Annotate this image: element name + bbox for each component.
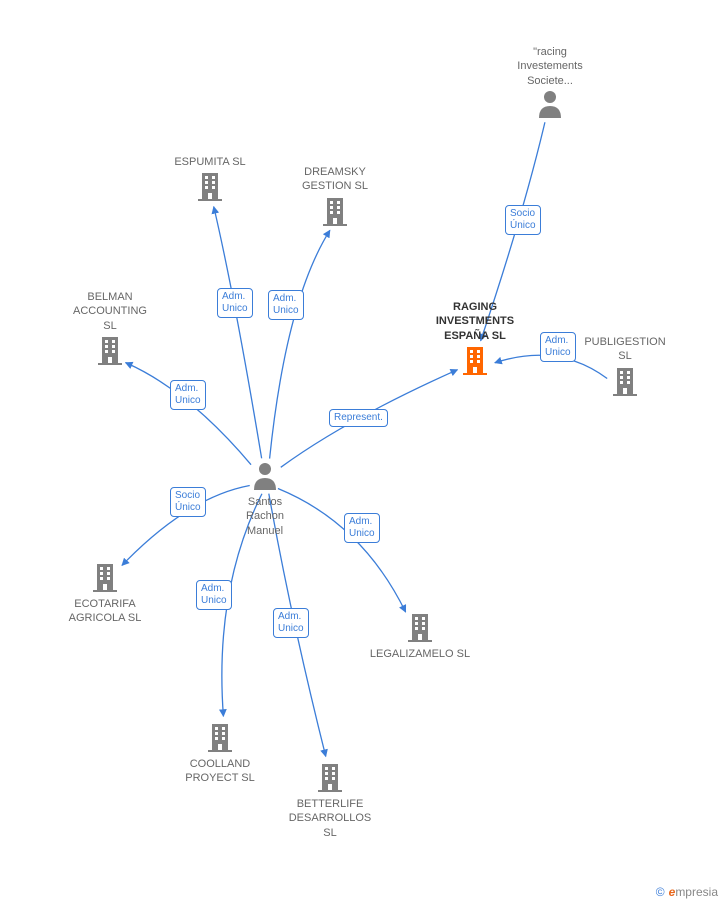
building-icon (360, 610, 480, 647)
building-icon (275, 194, 395, 231)
edge-label: Adm. Unico (344, 513, 380, 543)
edge-santos-belman (126, 363, 252, 465)
edge-label: Socio Único (170, 487, 206, 517)
node-label: "racing Investements Societe... (490, 45, 610, 88)
node-label: BELMAN ACCOUNTING SL (50, 290, 170, 333)
building-icon (160, 720, 280, 757)
node-label: LEGALIZAMELO SL (360, 647, 480, 661)
person-icon (490, 88, 610, 123)
node-dreamsky: DREAMSKY GESTION SL (275, 165, 395, 231)
node-betterlife: BETTERLIFE DESARROLLOS SL (270, 760, 390, 840)
node-espumita: ESPUMITA SL (150, 155, 270, 206)
node-legalizamelo: LEGALIZAMELO SL (360, 610, 480, 661)
node-coolland: COOLLAND PROYECT SL (160, 720, 280, 786)
edge-santos-dreamsky (270, 230, 330, 458)
edge-label: Adm. Unico (540, 332, 576, 362)
node-santos: Santos Rachon Manuel (205, 460, 325, 538)
building-icon (45, 560, 165, 597)
building-icon (270, 760, 390, 797)
node-label: BETTERLIFE DESARROLLOS SL (270, 797, 390, 840)
building-icon (415, 343, 535, 380)
node-racing: "racing Investements Societe... (490, 45, 610, 123)
edge-label: Represent. (329, 409, 388, 427)
edge-label: Socio Único (505, 205, 541, 235)
node-label: Santos Rachon Manuel (205, 495, 325, 538)
node-ecotarifa: ECOTARIFA AGRICOLA SL (45, 560, 165, 626)
person-icon (205, 460, 325, 495)
node-label: ESPUMITA SL (150, 155, 270, 169)
footer: © empresia (656, 885, 718, 899)
node-belman: BELMAN ACCOUNTING SL (50, 290, 170, 370)
building-icon (150, 169, 270, 206)
edge-label: Adm. Unico (196, 580, 232, 610)
node-label: RAGING INVESTMENTS ESPAÑA SL (415, 300, 535, 343)
node-label: COOLLAND PROYECT SL (160, 757, 280, 786)
building-icon (50, 333, 170, 370)
edge-label: Adm. Unico (170, 380, 206, 410)
edge-santos-espumita (214, 207, 262, 459)
edge-label: Adm. Unico (268, 290, 304, 320)
brand: empresia (669, 885, 718, 899)
edge-label: Adm. Unico (217, 288, 253, 318)
building-icon (565, 364, 685, 401)
edge-label: Adm. Unico (273, 608, 309, 638)
node-label: DREAMSKY GESTION SL (275, 165, 395, 194)
node-raging: RAGING INVESTMENTS ESPAÑA SL (415, 300, 535, 380)
node-label: ECOTARIFA AGRICOLA SL (45, 597, 165, 626)
node-publigestion: PUBLIGESTION SL (565, 335, 685, 401)
copyright-symbol: © (656, 885, 665, 899)
node-label: PUBLIGESTION SL (565, 335, 685, 364)
